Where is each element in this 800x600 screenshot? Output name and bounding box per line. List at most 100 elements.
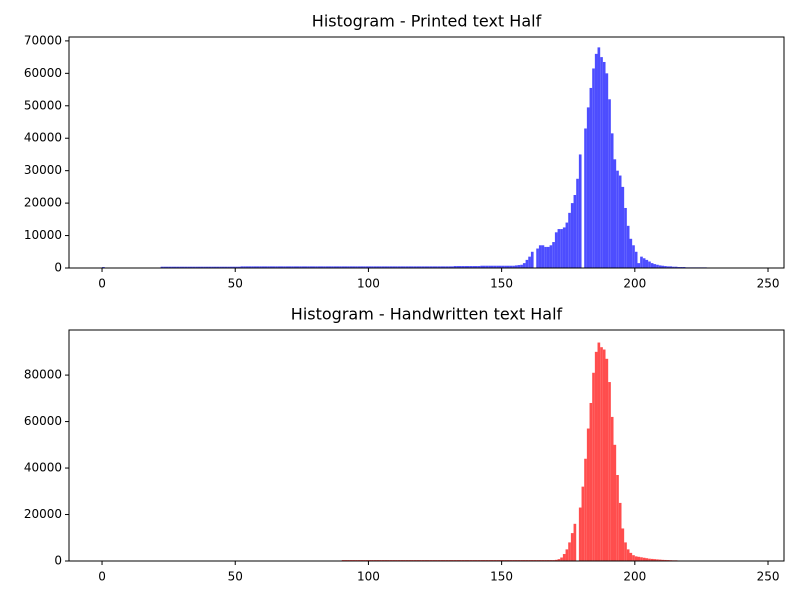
bar	[573, 523, 577, 561]
x-tick-label: 0	[98, 570, 106, 584]
bar	[176, 266, 180, 268]
bar	[387, 266, 390, 268]
bar	[347, 266, 350, 268]
bar	[661, 559, 665, 561]
bar	[629, 238, 633, 268]
y-tick-label: 20000	[24, 196, 62, 210]
chart-title: Histogram - Handwritten text Half	[291, 305, 563, 324]
y-tick-label: 70000	[24, 33, 62, 47]
bar	[419, 266, 422, 268]
bar	[181, 266, 185, 268]
bar	[173, 266, 177, 268]
bar	[216, 266, 220, 268]
bar	[546, 246, 550, 268]
bar	[554, 232, 558, 268]
bar	[602, 61, 606, 268]
bar	[416, 266, 420, 268]
bar	[541, 245, 545, 268]
bar	[357, 266, 361, 268]
bar	[443, 266, 446, 268]
bar	[496, 265, 499, 268]
bar	[312, 266, 316, 268]
bar	[411, 266, 414, 268]
bar	[291, 266, 294, 268]
bar	[634, 251, 638, 268]
bar	[195, 266, 198, 268]
bar	[637, 556, 641, 561]
bar	[256, 266, 260, 268]
bar	[253, 266, 257, 268]
bar	[365, 266, 369, 268]
bar	[299, 266, 302, 268]
bar	[592, 68, 595, 268]
bar	[600, 57, 603, 268]
bar	[565, 222, 569, 268]
x-tick-label: 0	[98, 277, 106, 291]
bar	[528, 256, 531, 268]
bar	[482, 265, 486, 268]
bar	[227, 266, 230, 268]
bar	[261, 266, 265, 268]
bar	[621, 186, 625, 268]
bar	[277, 266, 281, 268]
bar	[189, 266, 193, 268]
bar	[578, 154, 582, 268]
bar	[219, 266, 222, 268]
x-tick-label: 100	[357, 277, 380, 291]
bar	[272, 266, 276, 268]
bar	[464, 266, 467, 268]
bar	[435, 266, 438, 268]
bar	[554, 559, 558, 561]
bar	[395, 266, 398, 268]
bar	[557, 559, 561, 561]
bar	[437, 266, 441, 268]
bar	[373, 266, 377, 268]
bar	[280, 266, 284, 268]
bar	[301, 266, 305, 268]
bar	[584, 128, 587, 268]
bar	[597, 47, 601, 269]
bar	[432, 266, 436, 268]
bar	[245, 266, 249, 268]
bar	[325, 266, 329, 268]
bar	[504, 265, 507, 268]
bar	[514, 265, 518, 268]
bar	[275, 266, 278, 268]
bar	[549, 245, 553, 268]
bar	[203, 266, 206, 268]
bar	[472, 266, 475, 268]
bar	[293, 266, 297, 268]
bar	[474, 266, 478, 268]
axes-frame	[68, 36, 785, 269]
bar	[376, 266, 380, 268]
bar	[304, 266, 308, 268]
bar	[384, 266, 388, 268]
bar	[626, 225, 630, 268]
bar	[576, 178, 579, 268]
bar	[344, 266, 348, 268]
bar	[235, 266, 238, 268]
bar	[349, 266, 353, 268]
x-tick-label: 250	[757, 277, 780, 291]
bar	[637, 263, 641, 268]
bar	[562, 227, 566, 268]
bar	[331, 266, 334, 268]
bar	[520, 264, 523, 268]
bar	[461, 266, 465, 268]
bar	[352, 266, 356, 268]
bar	[488, 265, 491, 268]
bar	[570, 203, 574, 268]
bar	[408, 266, 412, 268]
bar	[213, 266, 217, 268]
bar	[317, 266, 321, 268]
bar	[578, 507, 582, 561]
bar	[656, 264, 659, 268]
bar	[648, 558, 651, 561]
bar	[525, 259, 529, 268]
bar	[608, 99, 611, 268]
bar	[613, 444, 617, 561]
bar	[315, 266, 318, 268]
bar	[397, 266, 401, 268]
bar	[664, 559, 667, 561]
bar	[429, 266, 433, 268]
